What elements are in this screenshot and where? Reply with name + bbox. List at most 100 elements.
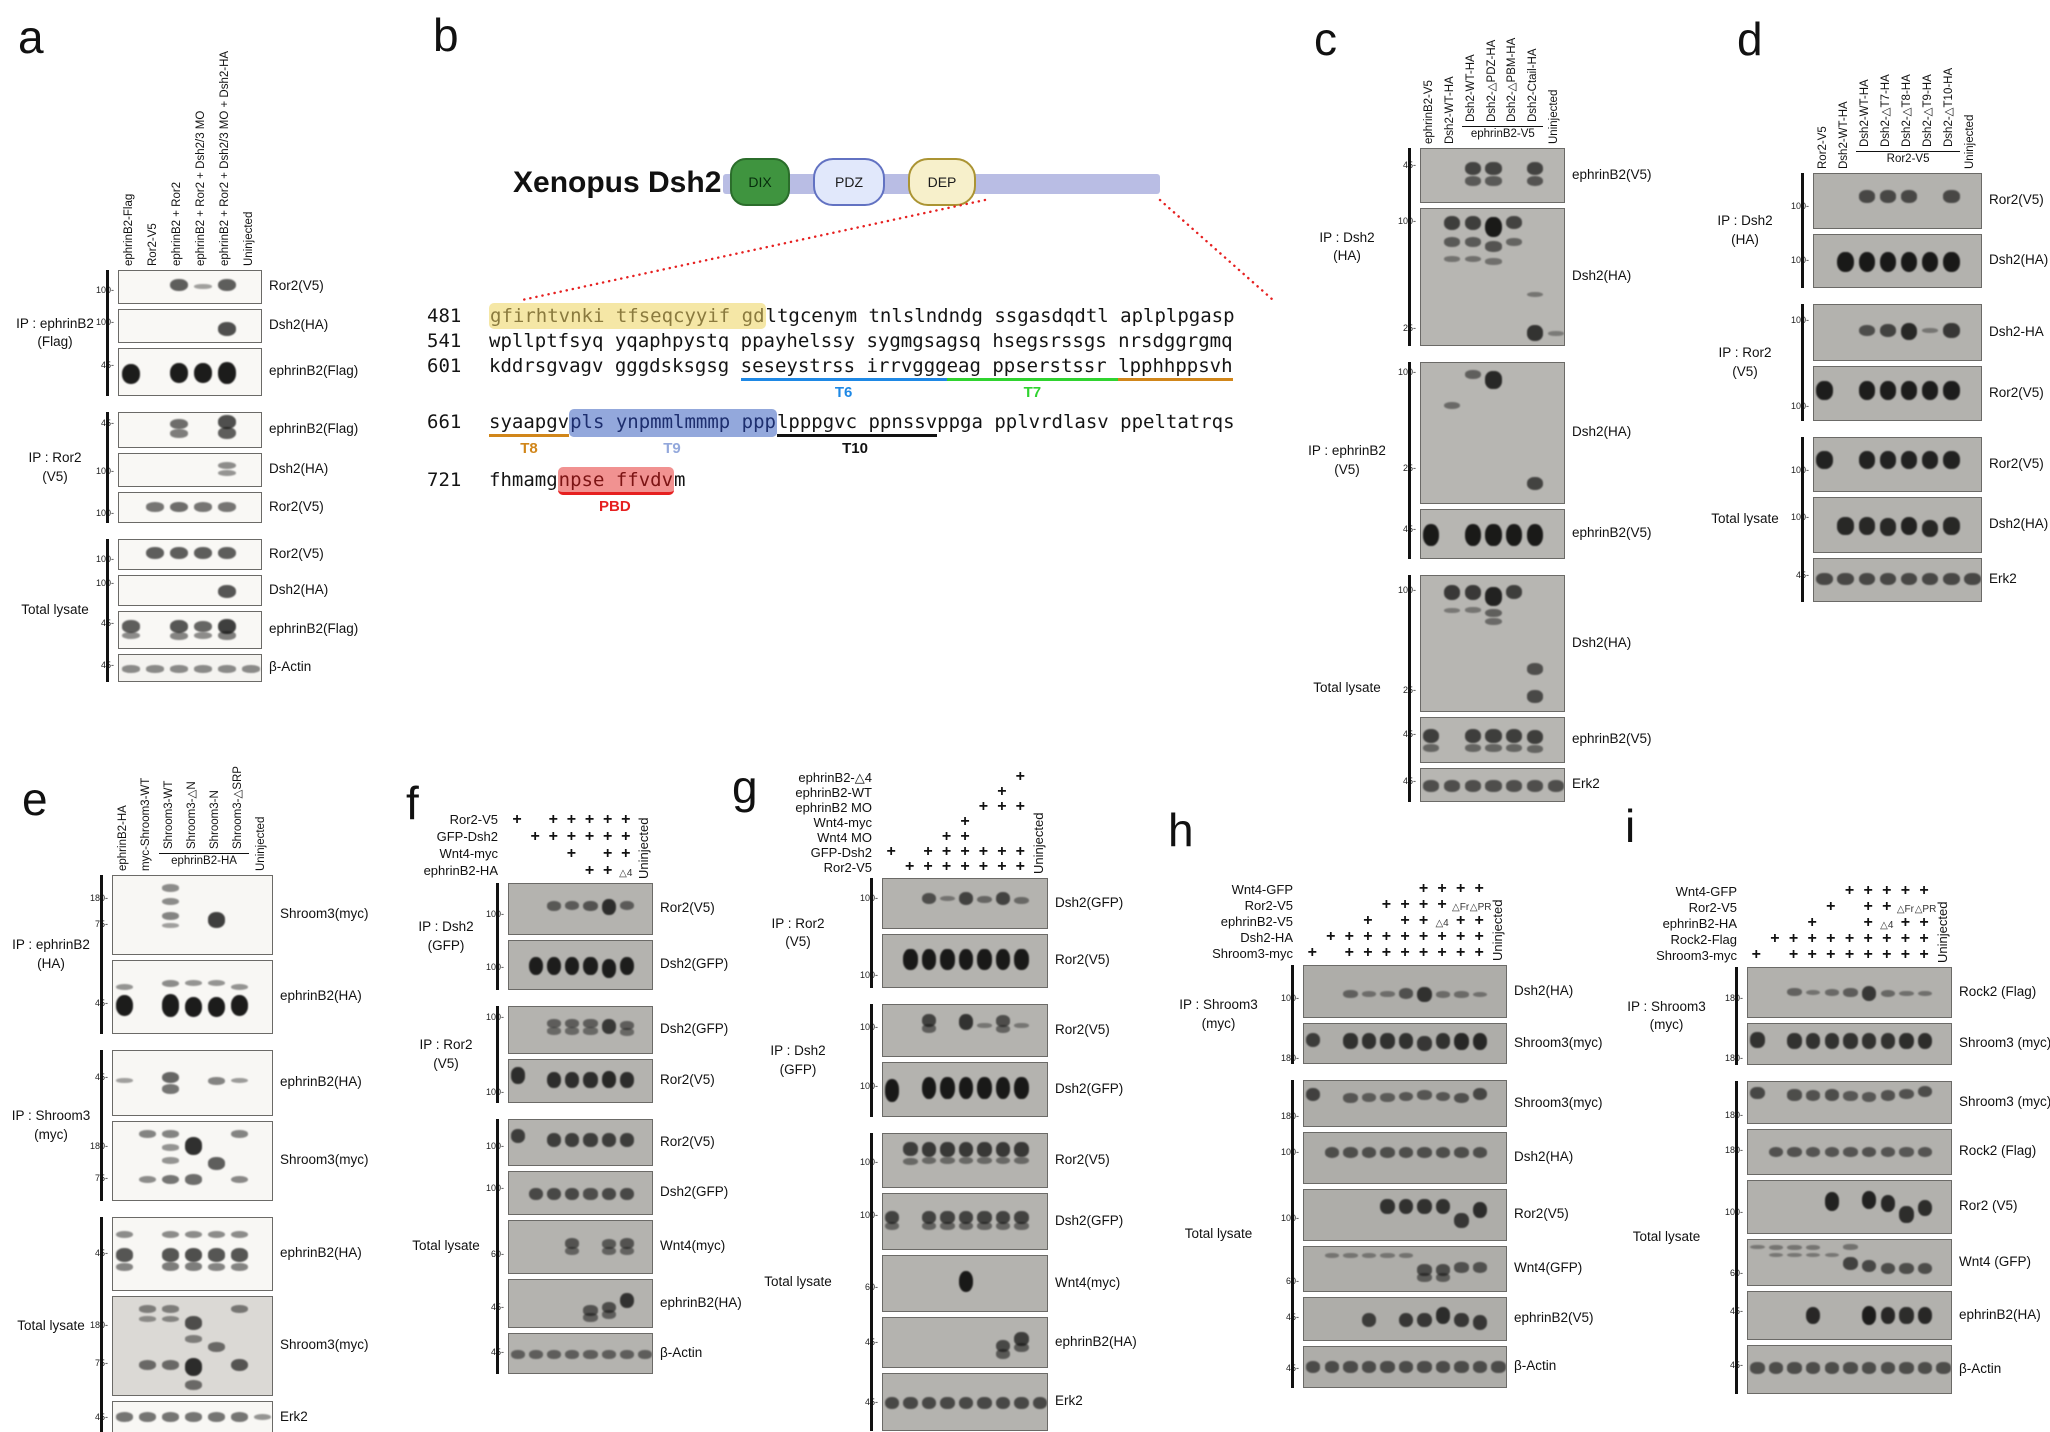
plus-mark: + bbox=[1882, 946, 1892, 963]
domain-dep: DEP bbox=[908, 158, 976, 206]
protein-band bbox=[583, 1132, 598, 1147]
marker-label: 100- bbox=[485, 1012, 504, 1022]
protein-band bbox=[1398, 1198, 1414, 1215]
protein-band bbox=[207, 1262, 226, 1271]
protein-band bbox=[1805, 1362, 1821, 1374]
sequence-segment: ltgcenym tnlslndndg ssgasdqdtl aplplpgas… bbox=[765, 305, 1235, 327]
blot-box bbox=[508, 883, 653, 935]
protein-band bbox=[510, 1067, 526, 1084]
sequence-segment: wpllptfsyq yqaphpystq ppayhelssy sygmgsa… bbox=[489, 330, 1233, 352]
protein-band bbox=[193, 631, 213, 640]
protein-band bbox=[138, 1412, 157, 1423]
plus-mark: + bbox=[886, 843, 896, 860]
sequence-track-labels: T6 T7 bbox=[489, 379, 1305, 401]
plus-mark: + bbox=[1826, 946, 1836, 963]
lane-label: Shroom3-N bbox=[208, 790, 221, 849]
protein-band bbox=[1343, 1033, 1358, 1049]
panel-letter-e: e bbox=[22, 773, 48, 825]
protein-band bbox=[565, 1027, 580, 1035]
sequence-position: 661 bbox=[427, 411, 462, 433]
protein-band bbox=[1768, 1252, 1784, 1258]
plus-mark: + bbox=[1882, 930, 1892, 947]
plus-mark: + bbox=[1400, 944, 1410, 961]
protein-band bbox=[217, 321, 237, 336]
protein-band bbox=[583, 956, 598, 976]
marker-label: 100- bbox=[1397, 215, 1416, 226]
protein-band bbox=[217, 462, 237, 470]
protein-band bbox=[1443, 215, 1461, 230]
protein-band bbox=[1899, 990, 1914, 997]
protein-band bbox=[184, 996, 203, 1018]
blot-box bbox=[1303, 1023, 1507, 1064]
lane-label: Shroom3-△SRP bbox=[231, 766, 244, 849]
antibody-label: Ror2(V5) bbox=[269, 545, 324, 561]
protein-band bbox=[529, 956, 544, 976]
blot-box bbox=[1303, 1132, 1507, 1184]
blot-box bbox=[1747, 1239, 1952, 1286]
protein-band bbox=[161, 1230, 180, 1238]
protein-band bbox=[977, 1022, 992, 1028]
reagent-label: Wnt4-GFP bbox=[1231, 882, 1293, 897]
protein-band bbox=[903, 1396, 918, 1410]
protein-band bbox=[1880, 1147, 1896, 1158]
protein-band bbox=[1917, 1032, 1933, 1050]
group-label: IP : Ror2 (V5) bbox=[402, 1006, 492, 1103]
plus-mark: + bbox=[1381, 928, 1392, 945]
antibody-label: Ror2 (V5) bbox=[1959, 1198, 2018, 1213]
protein-band bbox=[230, 1230, 249, 1238]
antibody-label: ephrinB2(V5) bbox=[1572, 731, 1652, 746]
protein-band bbox=[1032, 1396, 1047, 1410]
protein-band bbox=[977, 895, 992, 904]
blot-box bbox=[1747, 1180, 1952, 1234]
sequence-segment: gfirhtvnki tfseqcyyif gd bbox=[489, 303, 766, 329]
group-bar bbox=[1408, 575, 1411, 802]
protein-band bbox=[193, 502, 213, 512]
plus-mark: + bbox=[1807, 930, 1817, 947]
plus-mark: + bbox=[997, 798, 1007, 815]
panel-c: c ephrinB2-V5 Dsh2-WT-HA Dsh2-WT-HA Dsh2-△PD… bbox=[1292, 8, 1652, 802]
marker-label: 100- bbox=[95, 316, 114, 327]
group-label-line: Total lysate bbox=[1184, 1225, 1253, 1241]
antibody-label: Ror2(V5) bbox=[269, 278, 324, 293]
protein-band bbox=[145, 502, 165, 512]
lane-label: Shroom3-WT bbox=[162, 780, 175, 849]
plus-mark: + bbox=[1455, 880, 1466, 897]
plus-mark: + bbox=[1863, 914, 1873, 931]
protein-band bbox=[1014, 1022, 1029, 1028]
protein-band bbox=[230, 983, 249, 991]
plus-mark: + bbox=[941, 828, 952, 845]
protein-band bbox=[1423, 780, 1440, 792]
protein-band bbox=[207, 1248, 226, 1262]
protein-band bbox=[161, 1084, 180, 1095]
protein-band bbox=[161, 1248, 180, 1262]
plus-mark: + bbox=[1474, 944, 1484, 961]
protein-band bbox=[1861, 1033, 1877, 1049]
panel-f: f Ror2-V5 + + + + + + GFP-Dsh2 + + + + + + Wnt4-myc + + + e… bbox=[402, 777, 742, 1432]
sequence-position: 601 bbox=[427, 355, 462, 377]
lane-label: Dsh2-△PDZ-HA bbox=[1485, 39, 1498, 122]
protein-band bbox=[241, 665, 261, 673]
antibody-label: ephrinB2(HA) bbox=[1959, 1306, 2041, 1322]
protein-band bbox=[1899, 1088, 1914, 1100]
marker-label: 100- bbox=[485, 1087, 504, 1098]
protein-band bbox=[1917, 990, 1933, 997]
lane-label: Uninjected bbox=[1030, 812, 1046, 874]
antibody-label: Ror2(V5) bbox=[1989, 384, 2044, 400]
plus-mark: + bbox=[1751, 946, 1761, 963]
marker-label: 100- bbox=[1790, 512, 1809, 523]
antibody-label: β-Actin bbox=[1959, 1360, 2002, 1376]
group-bar bbox=[1735, 967, 1738, 1065]
protein-band bbox=[583, 1312, 598, 1322]
marker-label: 100- bbox=[859, 1157, 878, 1168]
protein-band bbox=[184, 1335, 203, 1343]
protein-band bbox=[1306, 1033, 1321, 1048]
protein-band bbox=[921, 1221, 937, 1230]
lane-label: Ror2-V5 bbox=[1816, 126, 1829, 169]
protein-band bbox=[1526, 477, 1543, 491]
group-label: IP : ephrinB2 (V5) bbox=[1292, 362, 1404, 559]
protein-band bbox=[1921, 450, 1939, 470]
antibody-label: Shroom3(myc) bbox=[1514, 1034, 1603, 1050]
protein-band bbox=[1880, 1090, 1896, 1102]
protein-band bbox=[921, 1024, 937, 1034]
sequence-segment: lpphhppsvh bbox=[1118, 355, 1233, 381]
